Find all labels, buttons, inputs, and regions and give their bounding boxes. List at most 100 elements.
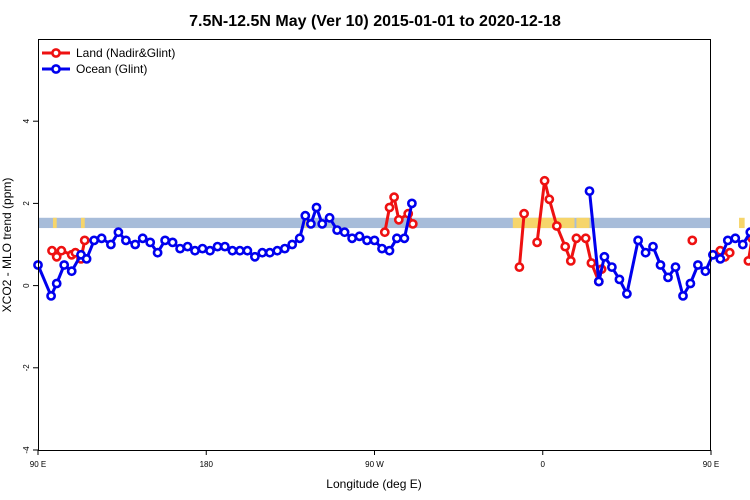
legend-marker: [51, 48, 61, 58]
data-point: [167, 237, 178, 248]
data-point: [655, 260, 666, 270]
plot-area: [33, 175, 750, 301]
data-point: [393, 214, 404, 225]
data-point: [670, 262, 681, 272]
legend-label: Land (Nadir&Glint): [76, 46, 175, 60]
data-point: [219, 241, 230, 252]
data-point: [249, 251, 260, 262]
data-point: [724, 247, 735, 258]
x-axis-label: Longitude (deg E): [326, 477, 421, 491]
x-tick-label: 90 W: [365, 460, 384, 469]
data-point: [633, 235, 643, 246]
data-point: [607, 262, 617, 272]
data-point: [89, 235, 99, 246]
band-land-segment: [576, 217, 590, 229]
data-point: [663, 272, 673, 283]
data-point: [300, 210, 311, 221]
y-tick-label: 0: [22, 283, 31, 288]
legend-marker: [51, 64, 61, 74]
data-point: [234, 245, 245, 256]
data-point: [708, 249, 718, 260]
data-point: [745, 227, 750, 238]
data-point: [51, 251, 62, 262]
data-point: [305, 218, 316, 229]
data-point: [730, 233, 741, 244]
data-point: [242, 245, 253, 256]
data-point: [377, 243, 387, 254]
data-point: [96, 233, 107, 244]
y-tick-label: 4: [22, 118, 31, 123]
data-point: [56, 245, 67, 256]
legend-label: Ocean (Glint): [76, 62, 147, 76]
data-point: [332, 225, 342, 235]
data-point: [737, 239, 748, 250]
data-point: [362, 235, 372, 246]
data-point: [279, 243, 290, 254]
data-point: [227, 245, 238, 256]
data-point: [145, 237, 156, 248]
data-point: [584, 186, 595, 196]
chart-title: 7.5N-12.5N May (Ver 10) 2015-01-01 to 20…: [189, 13, 561, 30]
data-point: [571, 233, 582, 244]
x-tick-label: 90 E: [30, 460, 46, 469]
data-point: [106, 239, 116, 250]
band-land-segment: [512, 217, 575, 229]
data-point: [687, 235, 698, 246]
band-land-segment: [739, 217, 745, 229]
x-tick-label: 90 E: [703, 460, 719, 469]
data-point: [614, 274, 625, 285]
data-point: [264, 247, 275, 258]
data-point: [294, 233, 305, 244]
data-point: [347, 233, 357, 244]
data-point: [700, 266, 711, 277]
data-point: [384, 202, 395, 213]
data-point: [66, 266, 77, 277]
data-point: [593, 276, 604, 287]
data-point: [324, 212, 335, 223]
y-tick-label: -2: [22, 364, 31, 372]
x-tick-label: 180: [200, 460, 214, 469]
data-point: [399, 233, 410, 244]
data-point: [599, 251, 610, 262]
data-point: [586, 258, 597, 268]
data-point: [560, 241, 571, 252]
data-point: [257, 247, 268, 258]
data-point: [317, 218, 328, 229]
data-point: [519, 208, 529, 219]
data-point: [722, 235, 733, 246]
data-point: [544, 194, 555, 205]
data-point: [311, 202, 322, 213]
y-axis-label: XCO2 - MLO trend (ppm): [0, 178, 14, 313]
data-point: [190, 245, 200, 256]
y-tick-label: -4: [22, 446, 31, 454]
data-point: [640, 247, 651, 258]
data-point: [51, 278, 62, 289]
data-point: [160, 235, 170, 246]
data-point: [551, 221, 562, 231]
data-point: [197, 243, 208, 254]
series-land: [47, 175, 750, 287]
data-point: [287, 239, 298, 250]
data-point: [81, 253, 92, 264]
data-point: [406, 198, 417, 209]
data-point: [379, 227, 390, 238]
data-point: [389, 192, 399, 203]
data-point: [678, 290, 688, 301]
data-point: [130, 239, 141, 250]
band-land-segment: [80, 217, 85, 229]
series-ocean: [33, 186, 750, 301]
data-point: [539, 175, 550, 186]
data-point: [693, 260, 703, 270]
data-point: [685, 278, 696, 289]
data-point: [152, 247, 163, 258]
series-line: [517, 213, 526, 268]
y-axis: -4 -2 0 2 4: [22, 118, 38, 454]
x-tick-label: 0: [541, 460, 546, 469]
data-point: [121, 235, 131, 246]
data-point: [743, 256, 750, 266]
legend: Land (Nadir&Glint) Ocean (Glint): [42, 46, 175, 76]
data-point: [715, 253, 726, 264]
data-point: [182, 241, 193, 252]
data-point: [79, 235, 90, 246]
